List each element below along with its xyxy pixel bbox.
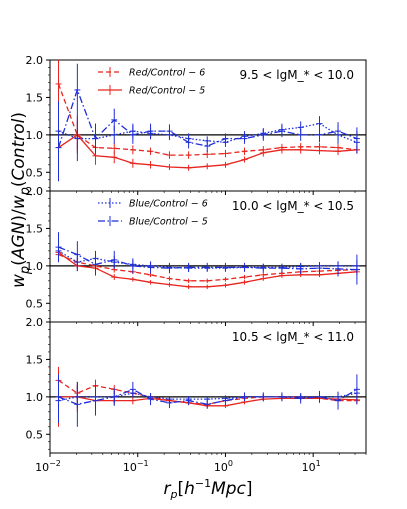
legend: Red/Control − 6 Red/Control − 5 bbox=[98, 67, 205, 97]
series-dashdot-blue bbox=[55, 232, 360, 285]
y-tick-label: 0.5 bbox=[26, 166, 44, 179]
panel-3: 0.5 1.0 1.5 2.0 10.5 < lgM_* < 11.0 bbox=[26, 316, 367, 457]
legend-label: Blue/Control − 6 bbox=[129, 199, 208, 210]
series-line bbox=[58, 246, 357, 271]
series-line bbox=[58, 251, 357, 288]
y-tick-label: 0.5 bbox=[26, 297, 44, 310]
series-line bbox=[57, 83, 357, 156]
legend-label: Red/Control − 6 bbox=[129, 68, 205, 79]
x-tick-label: 101 bbox=[302, 459, 321, 474]
series-line bbox=[58, 392, 358, 402]
series-line bbox=[57, 87, 358, 148]
panel-1: 0.5 1.0 1.5 2.0 9.5 < lgM_* < 10.0 Red/Contro… bbox=[26, 54, 367, 195]
y-tick-label: 1.5 bbox=[26, 91, 44, 104]
x-tick-label: 10−2 bbox=[35, 459, 61, 474]
series-line bbox=[58, 250, 357, 269]
y-tick-label: 1.5 bbox=[26, 222, 44, 235]
series-dashdot-blue bbox=[55, 374, 360, 427]
panel-annotation: 10.0 < lgM_* < 10.5 bbox=[232, 199, 354, 213]
x-axis-title: rp[h−1Mpc] bbox=[163, 477, 252, 501]
x-tick-label: 100 bbox=[214, 459, 233, 474]
y-tick-label: 1.5 bbox=[26, 353, 44, 366]
y-tick-label: 2.0 bbox=[26, 316, 44, 329]
y-tick-label: 1.0 bbox=[26, 129, 44, 142]
y-tick-label: 1.0 bbox=[26, 260, 44, 273]
series-dashdot-blue bbox=[55, 63, 360, 182]
y-tick-label: 2.0 bbox=[26, 185, 44, 198]
panel-annotation: 9.5 < lgM_* < 10.0 bbox=[240, 68, 354, 82]
panel-frame bbox=[49, 321, 367, 454]
x-tick-label: 10−1 bbox=[123, 459, 149, 474]
y-tick-label: 2.0 bbox=[26, 54, 44, 67]
y-tick-label: 0.5 bbox=[26, 428, 44, 441]
y-axis-title: wp(AGN)/wp(Control) bbox=[9, 112, 33, 288]
panel-2: 0.5 1.0 1.5 2.0 10.0 < lgM_* < 10.5 Blue/Cont… bbox=[26, 185, 367, 326]
series-line bbox=[58, 253, 357, 282]
legend-label: Red/Control − 5 bbox=[129, 86, 205, 97]
legend: Blue/Control − 6 Blue/Control − 5 bbox=[98, 198, 208, 228]
panel-annotation: 10.5 < lgM_* < 11.0 bbox=[232, 330, 354, 344]
series-line bbox=[58, 134, 357, 169]
legend-label: Blue/Control − 5 bbox=[129, 217, 208, 228]
y-tick-label: 1.0 bbox=[26, 391, 44, 404]
